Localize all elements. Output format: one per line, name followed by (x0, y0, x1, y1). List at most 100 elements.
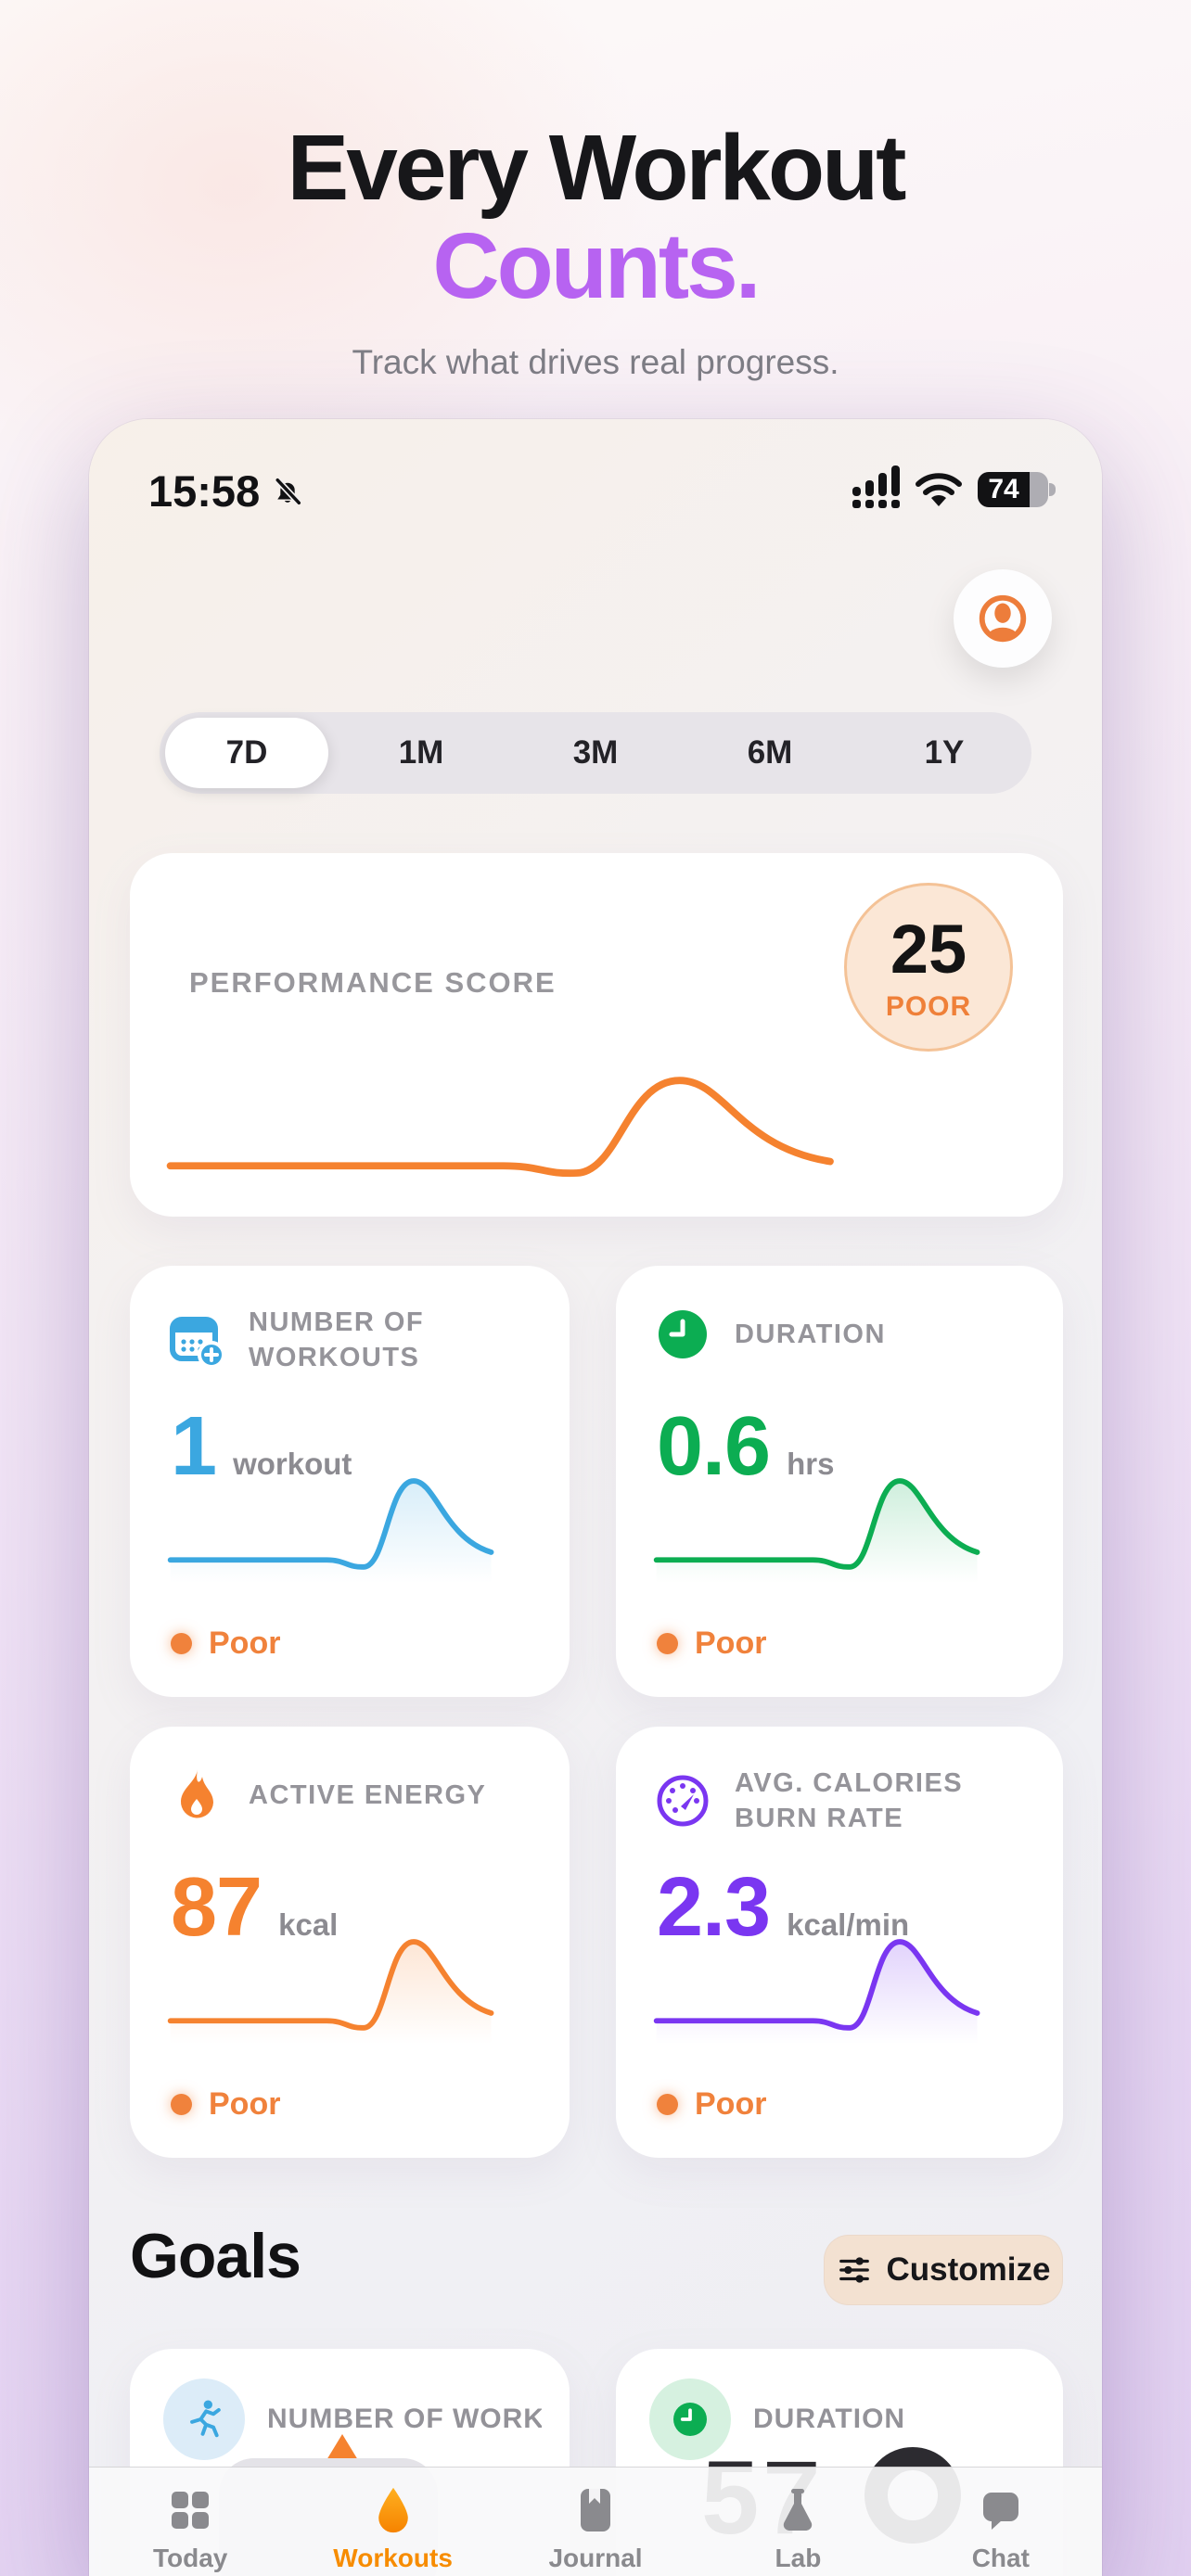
goal-icon-badge (649, 2378, 731, 2460)
goals-heading: Goals (130, 2221, 301, 2291)
customize-button[interactable]: Customize (824, 2235, 1063, 2305)
performance-title: PERFORMANCE SCORE (189, 966, 557, 999)
metric-header: AVG. CALORIES BURN RATE (653, 1766, 1030, 1837)
goal-header: NUMBER OF WORKO… (163, 2378, 542, 2460)
flame-icon (180, 1769, 213, 1818)
battery-level: 74 (988, 474, 1019, 504)
hero-subtitle: Track what drives real progress. (352, 343, 839, 381)
goal-title: DURATION (753, 2404, 906, 2434)
metric-value-row: 1 workout (171, 1405, 352, 1488)
score-value: 25 (890, 911, 967, 988)
metric-sparkline (167, 1939, 494, 2045)
status-time-group: 15:58 (148, 465, 306, 516)
metric-sparkline (653, 1939, 980, 2045)
metric-card-duration[interactable]: DURATION 0.6 hrs Poor (616, 1266, 1063, 1697)
hero-title-line2: Counts. (432, 214, 761, 318)
droplet-icon (374, 2486, 413, 2534)
goal-title: NUMBER OF WORKO… (267, 2404, 542, 2434)
period-option-1m[interactable]: 1M (398, 734, 444, 771)
tab-item-chat[interactable]: Chat (900, 2468, 1102, 2576)
notifications-off-icon (275, 477, 302, 505)
selected-segment-pill (165, 718, 328, 788)
performance-score-card[interactable]: PERFORMANCE SCORE 25 POOR (130, 853, 1063, 1217)
metric-title: AVG. CALORIES BURN RATE (735, 1768, 964, 1834)
person-circle-icon (979, 594, 1027, 643)
metric-value: 0.6 (657, 1400, 771, 1493)
status-time: 15:58 (148, 466, 261, 516)
tab-label: Chat (971, 2544, 1030, 2572)
metric-card-avg-calories-burn-rate[interactable]: AVG. CALORIES BURN RATE 2.3 kcal/min Poo… (616, 1727, 1063, 2158)
tab-label: Lab (775, 2544, 822, 2572)
period-selector: 7D 1M 3M 6M 1Y (160, 712, 1031, 794)
grid-icon (169, 2486, 211, 2534)
status-dot (171, 2094, 192, 2115)
journal-icon (577, 2486, 614, 2534)
sliders-icon (839, 2257, 869, 2283)
metric-unit: hrs (787, 1447, 835, 1481)
performance-chart (166, 1077, 834, 1178)
status-dot (657, 1633, 678, 1654)
goal-header: DURATION (649, 2378, 1035, 2460)
metric-card-number-of-workouts[interactable]: NUMBER OF WORKOUTS 1 workout Poor (130, 1266, 570, 1697)
phone-frame: 15:58 74 (89, 419, 1102, 2576)
tab-item-today[interactable]: Today (89, 2468, 291, 2576)
status-label: Poor (695, 2086, 767, 2122)
metric-value: 1 (171, 1400, 217, 1493)
metric-status: Poor (657, 2086, 766, 2123)
metric-title: ACTIVE ENERGY (249, 1779, 487, 1810)
cellular-icon (852, 465, 900, 508)
metric-header: ACTIVE ENERGY (167, 1766, 536, 1825)
period-option-3m[interactable]: 3M (572, 734, 619, 771)
flask-icon (776, 2486, 819, 2534)
battery-icon: 74 (978, 472, 1056, 507)
metric-value: 87 (171, 1861, 263, 1954)
metric-value-row: 0.6 hrs (657, 1405, 834, 1488)
metric-title: NUMBER OF WORKOUTS (249, 1307, 425, 1373)
metric-sparkline (653, 1478, 980, 1584)
tab-label: Journal (548, 2544, 643, 2572)
metric-header: DURATION (653, 1305, 1030, 1364)
status-label: Poor (209, 2086, 281, 2122)
tab-label: Today (153, 2544, 228, 2572)
tab-item-lab[interactable]: Lab (697, 2468, 899, 2576)
clock-icon (659, 1310, 707, 1358)
metric-header: NUMBER OF WORKOUTS (167, 1305, 536, 1376)
hero: Every Workout Counts. Track what drives … (0, 119, 1191, 382)
score-badge: 25 POOR (844, 883, 1013, 1052)
status-dot (171, 1633, 192, 1654)
status-label: Poor (695, 1626, 767, 1661)
status-dot (657, 2094, 678, 2115)
calendar-add-icon (170, 1317, 225, 1370)
status-icons: 74 (852, 465, 1056, 508)
clock-icon (673, 2403, 707, 2436)
status-bar: 15:58 74 (89, 460, 1102, 519)
tab-label: Workouts (333, 2544, 453, 2572)
metric-status: Poor (171, 2086, 280, 2123)
tab-item-workouts[interactable]: Workouts (291, 2468, 493, 2576)
metric-unit: kcal/min (787, 1907, 910, 1942)
metric-status: Poor (171, 1626, 280, 1662)
runner-icon (190, 2400, 221, 2438)
period-option-7d[interactable]: 7D (225, 734, 268, 771)
profile-button[interactable] (954, 569, 1052, 668)
hero-title-line1: Every Workout (287, 116, 907, 220)
metric-card-active-energy[interactable]: ACTIVE ENERGY 87 kcal Poor (130, 1727, 570, 2158)
wifi-icon (916, 473, 962, 506)
metric-unit: workout (233, 1447, 352, 1481)
metric-value-row: 2.3 kcal/min (657, 1866, 909, 1949)
gauge-icon (657, 1775, 709, 1827)
metric-title: DURATION (735, 1319, 886, 1349)
metric-value: 2.3 (657, 1861, 771, 1954)
goal-partial-marker (327, 2434, 358, 2460)
goal-icon-badge (163, 2378, 245, 2460)
chat-icon (979, 2486, 1023, 2534)
customize-label: Customize (886, 2251, 1051, 2288)
status-label: Poor (209, 1626, 281, 1661)
tab-bar: Today Workouts Journal (89, 2467, 1102, 2576)
period-option-6m[interactable]: 6M (747, 734, 793, 771)
metric-unit: kcal (278, 1907, 339, 1942)
period-option-1y[interactable]: 1Y (924, 734, 965, 771)
tab-item-journal[interactable]: Journal (494, 2468, 697, 2576)
score-rating: POOR (885, 991, 972, 1022)
